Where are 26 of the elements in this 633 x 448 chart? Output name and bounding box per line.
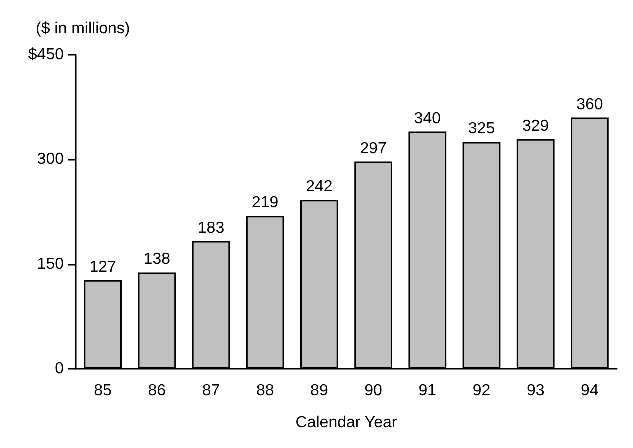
y-axis-title: ($ in millions) xyxy=(36,20,130,38)
x-tick-label: 89 xyxy=(310,382,328,400)
y-tick-label: 0 xyxy=(55,360,64,378)
y-tick-label: 150 xyxy=(37,256,64,273)
data-label: 219 xyxy=(252,194,279,212)
data-label: 325 xyxy=(468,120,496,138)
x-tick-label: 88 xyxy=(256,382,274,400)
data-label: 127 xyxy=(90,258,116,276)
x-tick-label: 91 xyxy=(418,382,437,400)
data-label: 242 xyxy=(306,178,333,196)
y-tick-label: $450 xyxy=(28,46,64,64)
x-axis-title: Calendar Year xyxy=(296,414,398,432)
data-label: 183 xyxy=(198,220,225,237)
data-label: 329 xyxy=(522,118,550,135)
x-tick-label: 85 xyxy=(94,382,112,400)
x-tick-label: 92 xyxy=(472,382,491,400)
data-label: 340 xyxy=(414,110,442,128)
x-tick-label: 93 xyxy=(526,382,545,400)
y-tick-label: 300 xyxy=(37,151,64,168)
x-tick-label: 87 xyxy=(202,382,220,400)
data-label: 138 xyxy=(144,251,171,268)
x-tick-label: 86 xyxy=(148,382,166,400)
x-tick-label: 90 xyxy=(364,382,383,400)
data-label: 297 xyxy=(360,140,387,158)
data-label: 360 xyxy=(576,96,604,114)
x-tick-label: 94 xyxy=(581,382,599,400)
